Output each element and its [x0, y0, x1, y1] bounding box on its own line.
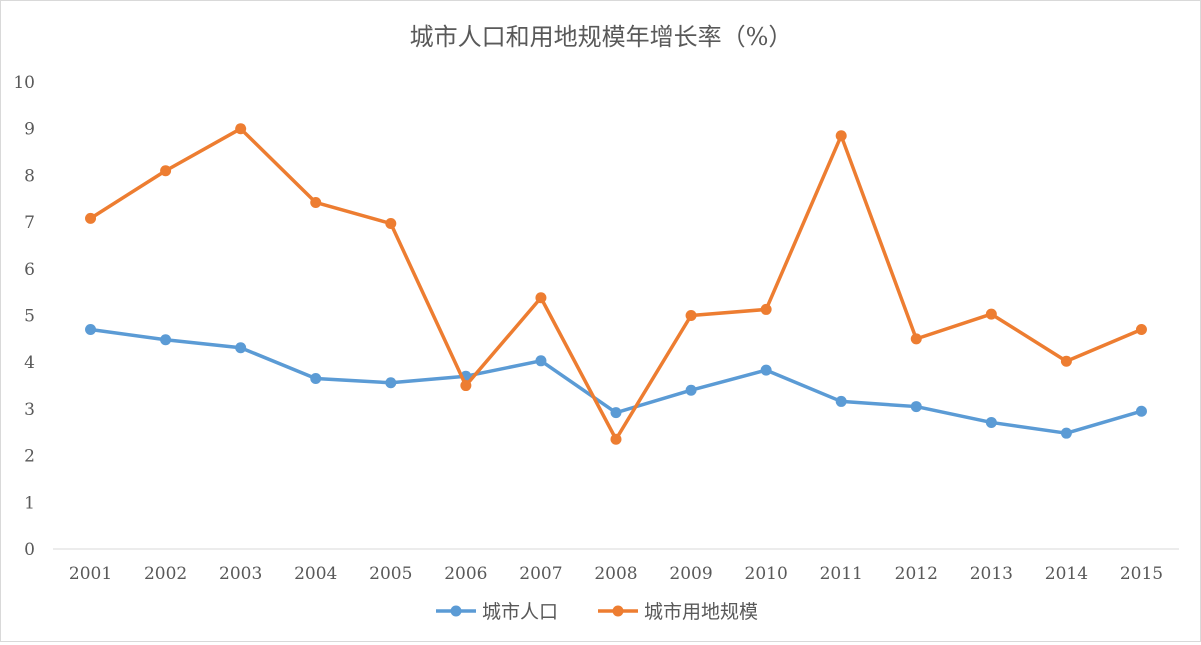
x-tick-label: 2014	[1045, 564, 1088, 584]
series-2	[85, 123, 1147, 445]
legend-item: 城市用地规模	[598, 601, 758, 623]
data-point	[760, 364, 772, 376]
y-tick-label: 7	[24, 213, 35, 233]
y-tick-label: 0	[24, 540, 35, 560]
y-tick-label: 3	[24, 400, 35, 420]
data-point	[685, 384, 697, 396]
x-tick-label: 2009	[669, 564, 712, 584]
x-tick-label: 2002	[144, 564, 187, 584]
data-point	[235, 123, 247, 135]
y-tick-label: 1	[24, 493, 35, 513]
y-tick-label: 10	[13, 73, 35, 93]
chart-title: 城市人口和用地规模年增长率（%）	[410, 23, 793, 51]
x-tick-label: 2015	[1120, 564, 1163, 584]
data-point	[835, 395, 847, 407]
data-point	[235, 342, 247, 354]
x-tick-label: 2001	[69, 564, 112, 584]
data-point	[910, 333, 922, 345]
data-point	[985, 416, 997, 428]
y-tick-label: 8	[24, 166, 35, 186]
data-point	[985, 308, 997, 320]
x-tick-label: 2006	[444, 564, 487, 584]
x-tick-label: 2013	[970, 564, 1013, 584]
data-point	[385, 218, 397, 230]
data-point	[85, 324, 97, 336]
data-point	[610, 407, 622, 419]
x-tick-label: 2010	[745, 564, 788, 584]
data-point	[85, 212, 97, 224]
data-point	[1135, 324, 1147, 336]
x-tick-label: 2011	[820, 564, 863, 584]
y-tick-label: 4	[24, 353, 35, 373]
y-tick-label: 9	[24, 120, 35, 140]
x-axis-ticks: 2001 2002 2003 2004 2005 2006 2007 2008 2009 2010…	[69, 564, 1163, 584]
legend: 城市人口 城市用地规模	[436, 601, 758, 623]
data-point	[310, 196, 322, 208]
x-tick-label: 2008	[594, 564, 637, 584]
series-layer	[85, 123, 1147, 445]
x-tick-label: 2007	[519, 564, 562, 584]
data-point	[1060, 427, 1072, 439]
data-point	[1135, 405, 1147, 417]
x-tick-label: 2004	[294, 564, 337, 584]
y-axis-ticks: 0 1 2 3 4 5 6 7 8 9 10	[13, 73, 35, 560]
y-tick-label: 2	[24, 447, 35, 467]
data-point	[835, 130, 847, 142]
data-point	[535, 355, 547, 367]
series-1	[85, 324, 1147, 439]
legend-item: 城市人口	[436, 601, 558, 623]
data-point	[685, 310, 697, 321]
legend-label: 城市人口	[482, 601, 558, 623]
data-point	[160, 165, 172, 177]
data-point	[385, 377, 397, 389]
legend-label: 城市用地规模	[644, 601, 758, 623]
data-point	[535, 292, 547, 304]
legend-swatch-marker	[450, 605, 462, 617]
series-line	[88, 126, 1144, 442]
data-point	[610, 433, 622, 445]
x-tick-label: 2003	[219, 564, 262, 584]
y-tick-label: 6	[24, 260, 35, 280]
data-point	[910, 401, 922, 413]
data-point	[310, 373, 322, 385]
data-point	[760, 303, 772, 315]
data-point	[160, 334, 172, 346]
data-point	[1060, 355, 1072, 367]
x-tick-label: 2005	[369, 564, 412, 584]
data-point	[460, 380, 472, 392]
x-tick-label: 2012	[895, 564, 938, 584]
y-tick-label: 5	[24, 307, 35, 327]
legend-swatch-marker	[612, 605, 624, 617]
